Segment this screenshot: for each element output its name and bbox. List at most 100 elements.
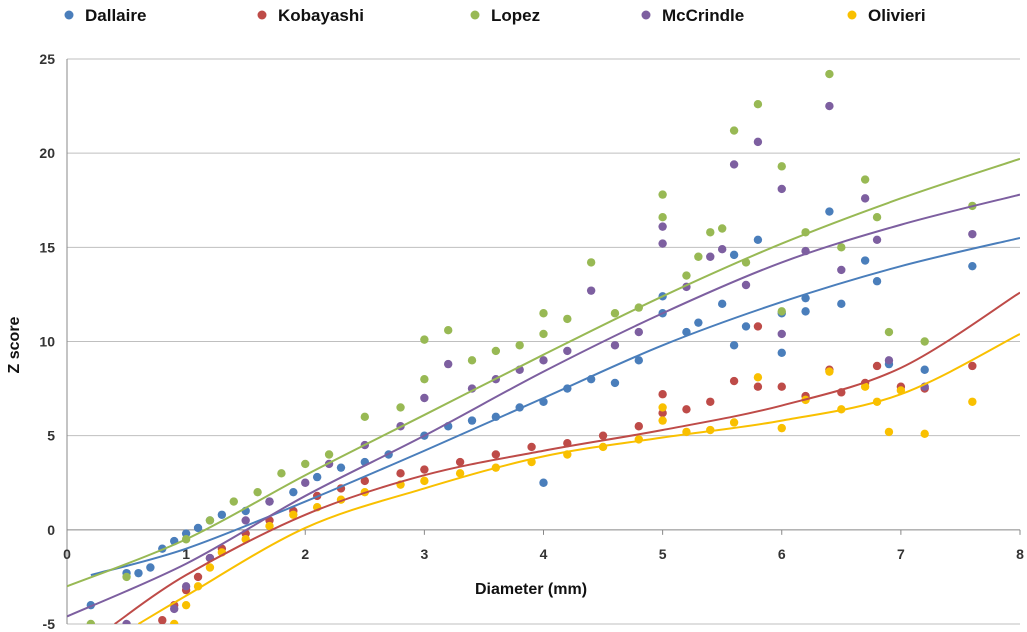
kobayashi-point [396,469,405,478]
mccrindle-point [658,222,667,231]
legend-label-kobayashi: Kobayashi [278,6,364,25]
dallaire-point [825,207,834,216]
mccrindle-point [610,341,620,350]
y-tick-label: 20 [39,145,55,161]
kobayashi-point [455,457,465,467]
legend-label-olivieri: Olivieri [868,6,926,25]
lopez-point [122,572,131,582]
lopez-point [491,346,501,356]
dallaire-point [801,307,810,316]
x-tick-label: 3 [420,546,428,562]
olivieri-point [860,382,870,391]
lopez-point [729,126,739,135]
mccrindle-point [241,516,250,525]
lopez-point [658,213,667,222]
gridlines [67,58,1020,625]
mccrindle-trendline [67,193,1020,618]
kobayashi-point [658,390,667,399]
mccrindle-point [706,252,715,261]
x-tick-label: 1 [182,546,190,562]
lopez-point [396,403,405,412]
lopez-point [682,271,691,280]
mccrindle-point [884,356,894,365]
mccrindle-point [122,619,131,624]
lopez-point [324,450,334,459]
olivieri-point [920,429,929,438]
kobayashi-point [753,322,763,331]
mccrindle-point [860,194,870,203]
lopez-point [872,213,882,222]
lopez-point [420,374,429,384]
kobayashi-point [682,405,691,414]
x-tick-label: 8 [1016,546,1024,562]
dallaire-point [312,472,322,482]
olivieri-point [265,521,274,531]
lopez-point [539,329,548,339]
lopez-point [586,258,596,267]
dallaire-point [729,250,739,260]
lopez-point [205,516,215,525]
dallaire-point [146,563,155,572]
lopez-point [753,100,763,109]
mccrindle-point [181,582,191,591]
kobayashi-point [491,450,501,459]
olivieri-point [968,397,977,406]
dallaire-point [837,299,846,309]
kobayashi-point [158,616,167,624]
lopez-point [777,307,786,316]
legend-label-dallaire: Dallaire [85,6,146,25]
legend-marker-lopez [470,10,480,20]
dallaire-point [801,293,810,303]
mccrindle-point [586,286,596,295]
lopez-point [420,335,429,344]
lopez-point [777,162,786,171]
y-axis-title: Z score [6,316,23,373]
kobayashi-point [753,382,763,391]
kobayashi-point [420,465,429,474]
dallaire-point [741,322,751,331]
mccrindle-point [777,184,786,194]
y-tick-label: 25 [39,51,55,67]
kobayashi-point [872,361,882,371]
x-tick-label: 6 [778,546,786,562]
mccrindle-point [872,235,882,244]
mccrindle-point [825,101,834,111]
olivieri-point [170,619,179,624]
mccrindle-point [658,239,667,248]
kobayashi-point [706,397,715,406]
kobayashi-point [968,361,977,371]
kobayashi-trendline [114,291,1020,624]
mccrindle-point [170,604,179,614]
olivieri-point [289,510,298,519]
x-axis-title: Diameter (mm) [475,581,587,598]
dallaire-point [539,478,548,487]
trendlines [67,157,1020,624]
lopez-point [229,497,238,506]
olivieri-point [658,403,667,412]
lopez-point [301,459,310,469]
dallaire-point [753,235,763,244]
legend-marker-dallaire [64,10,74,20]
y-tick-label: 15 [39,239,55,255]
legend-marker-mccrindle [641,10,651,20]
mccrindle-point [753,137,763,147]
dallaire-point [694,318,703,327]
lopez-point [610,309,620,318]
olivieri-point [181,600,191,610]
dallaire-point [777,348,786,357]
x-tick-label: 4 [540,546,548,562]
lopez-point [717,224,727,233]
y-tick-label: -5 [43,616,56,632]
kobayashi-point [193,572,203,582]
kobayashi-point [527,442,536,452]
olivieri-point [729,418,739,427]
legend: Dallaire Kobayashi Lopez McCrindle Olivieri [64,6,926,25]
dallaire-point [336,463,346,472]
mccrindle-point [777,329,786,339]
x-tick-label: 0 [63,546,71,562]
mccrindle-point [444,359,453,369]
x-tick-label: 7 [897,546,905,562]
lopez-point [515,341,524,350]
mccrindle-point [301,478,310,487]
